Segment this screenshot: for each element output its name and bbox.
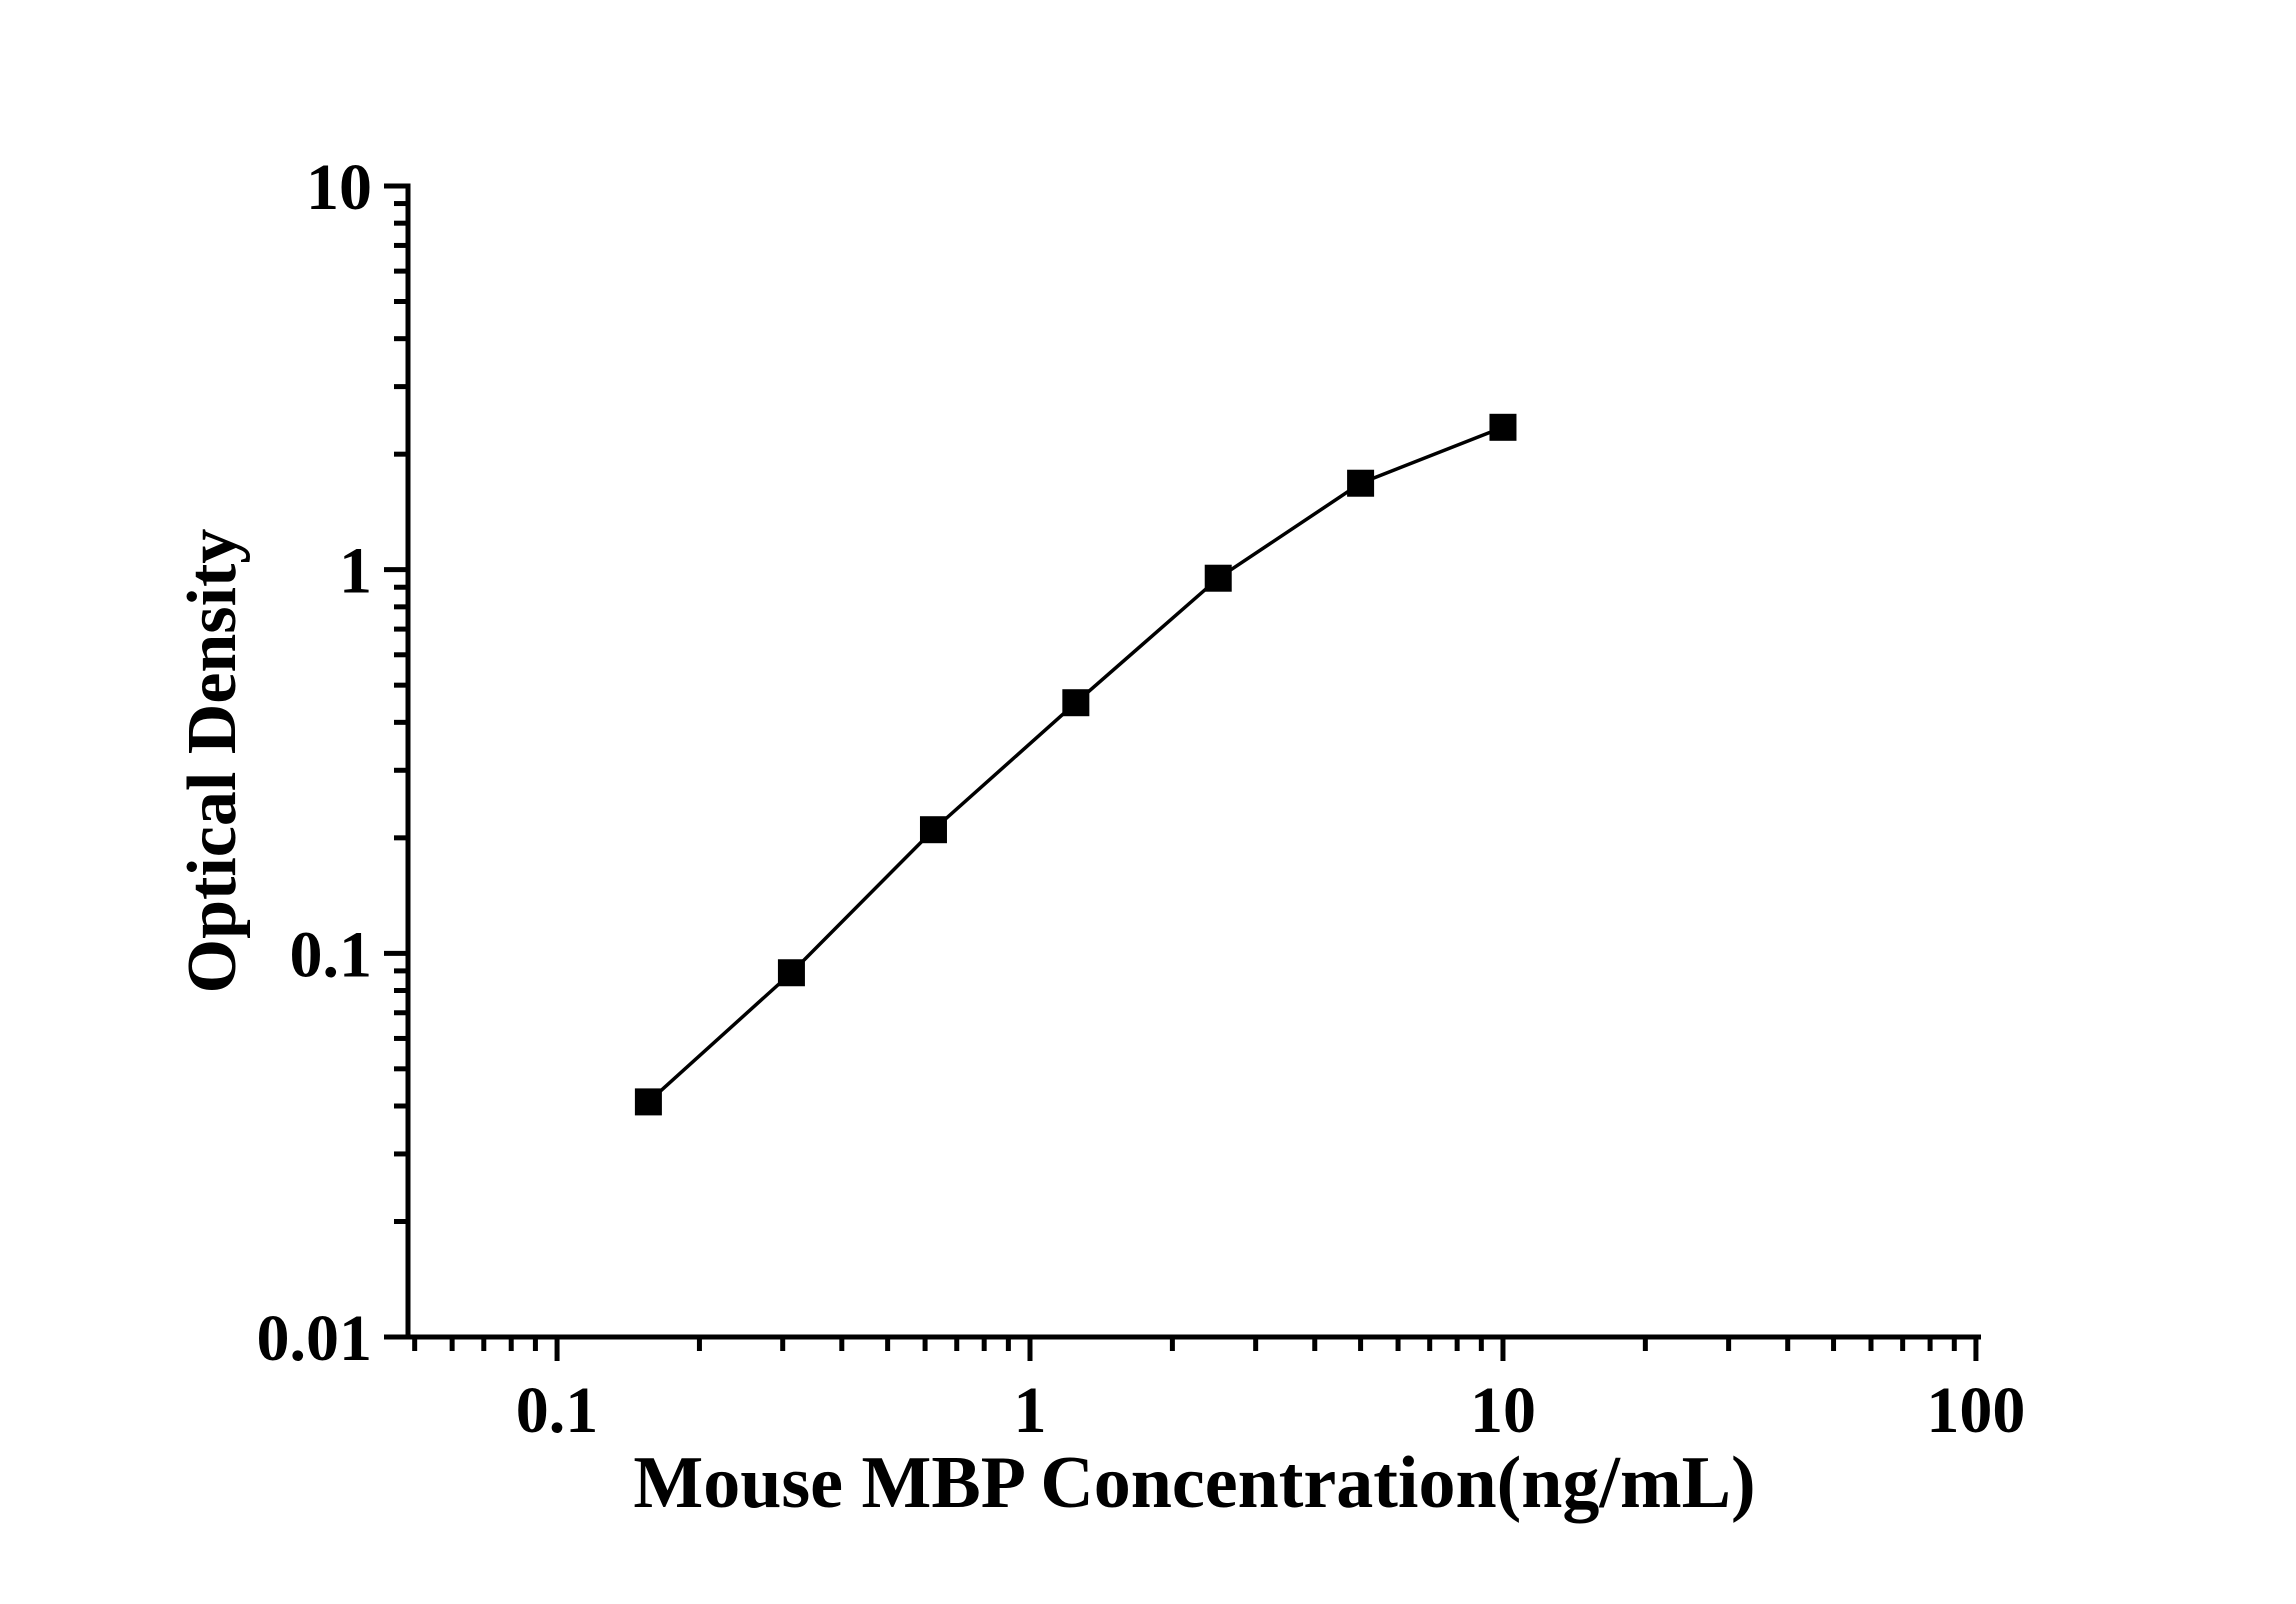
data-point-marker: [1204, 564, 1232, 592]
data-point-marker: [919, 816, 947, 844]
y-tick-label: 0.1: [290, 918, 373, 991]
data-point-marker: [1347, 469, 1375, 497]
data-point-marker: [1489, 413, 1517, 441]
data-point-marker: [777, 959, 805, 987]
y-tick-label: 10: [306, 151, 372, 224]
y-axis-title: Optical Density: [174, 528, 251, 994]
data-point-marker: [1062, 689, 1090, 717]
x-axis-title: Mouse MBP Concentration(ng/mL): [633, 1442, 1756, 1524]
x-tick-label: 0.1: [516, 1374, 599, 1447]
y-tick-label: 0.01: [257, 1302, 373, 1375]
y-tick-label: 1: [339, 535, 372, 608]
x-tick-label: 100: [1926, 1374, 2025, 1447]
series-line: [647, 425, 1504, 1104]
x-tick-label: 1: [1014, 1374, 1047, 1447]
data-point-marker: [634, 1088, 662, 1116]
x-tick-label: 10: [1470, 1374, 1536, 1447]
